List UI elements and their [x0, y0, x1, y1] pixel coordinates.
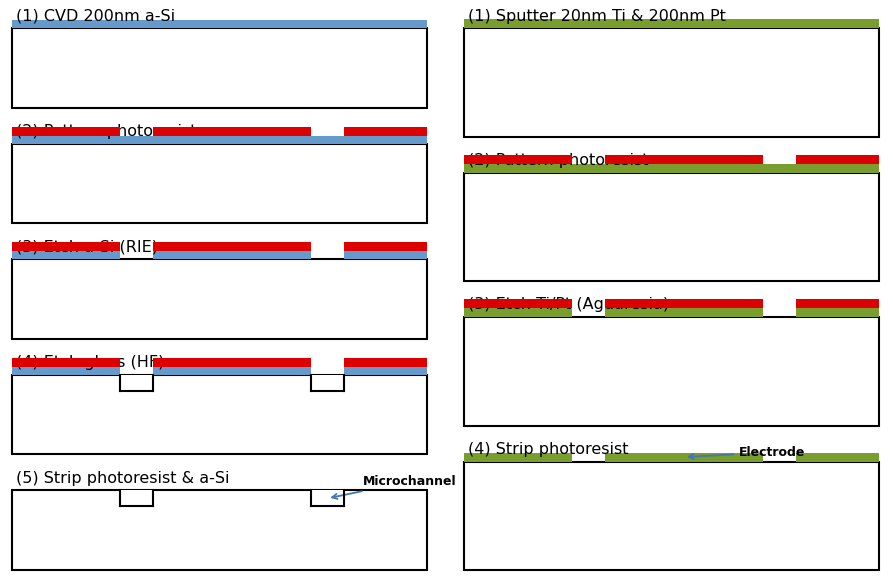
- Bar: [12, 136, 427, 143]
- Bar: [464, 164, 879, 172]
- Bar: [464, 28, 879, 136]
- Bar: [12, 367, 120, 375]
- Bar: [153, 251, 311, 259]
- Bar: [796, 299, 879, 308]
- Bar: [12, 375, 427, 454]
- Bar: [796, 453, 879, 461]
- Bar: [344, 127, 427, 136]
- Bar: [344, 251, 427, 259]
- Text: (4) Etch glass (HF): (4) Etch glass (HF): [16, 355, 164, 370]
- Bar: [344, 367, 427, 375]
- Text: (3) Etch a-Si (RIE): (3) Etch a-Si (RIE): [16, 240, 158, 255]
- Bar: [12, 490, 427, 570]
- Text: (1) Sputter 20nm Ti & 200nm Pt: (1) Sputter 20nm Ti & 200nm Pt: [468, 9, 726, 24]
- Text: (3) Etch Ti/Pt (Aguaresia): (3) Etch Ti/Pt (Aguaresia): [468, 298, 669, 313]
- Bar: [464, 172, 879, 281]
- Bar: [120, 490, 153, 506]
- Text: (5) Strip photoresist & a-Si: (5) Strip photoresist & a-Si: [16, 471, 230, 486]
- Text: Electrode: Electrode: [689, 446, 805, 459]
- Bar: [796, 154, 879, 164]
- Bar: [153, 127, 311, 136]
- Bar: [12, 259, 427, 339]
- Bar: [605, 154, 763, 164]
- Bar: [464, 308, 572, 317]
- Bar: [464, 461, 879, 570]
- Text: (2) Pattern photoresist: (2) Pattern photoresist: [468, 153, 648, 168]
- Bar: [12, 242, 120, 251]
- Text: (4) Strip photoresist: (4) Strip photoresist: [468, 442, 629, 457]
- Bar: [464, 299, 572, 308]
- Bar: [464, 317, 879, 425]
- Bar: [605, 453, 763, 461]
- Bar: [464, 154, 572, 164]
- Text: (1) CVD 200nm a-Si: (1) CVD 200nm a-Si: [16, 9, 175, 24]
- Bar: [12, 251, 120, 259]
- Bar: [605, 308, 763, 317]
- Bar: [796, 308, 879, 317]
- Bar: [605, 299, 763, 308]
- Bar: [344, 358, 427, 367]
- Text: (2) Pattern photoresist: (2) Pattern photoresist: [16, 124, 196, 139]
- Bar: [12, 28, 427, 108]
- Bar: [311, 375, 344, 391]
- Text: Microchannel: Microchannel: [332, 475, 456, 499]
- Bar: [12, 358, 120, 367]
- Bar: [311, 490, 344, 506]
- Bar: [153, 367, 311, 375]
- Bar: [344, 242, 427, 251]
- Bar: [12, 127, 120, 136]
- Bar: [464, 453, 572, 461]
- Bar: [12, 20, 427, 28]
- Bar: [153, 358, 311, 367]
- Bar: [120, 375, 153, 391]
- Bar: [153, 242, 311, 251]
- Bar: [12, 143, 427, 223]
- Bar: [464, 19, 879, 28]
